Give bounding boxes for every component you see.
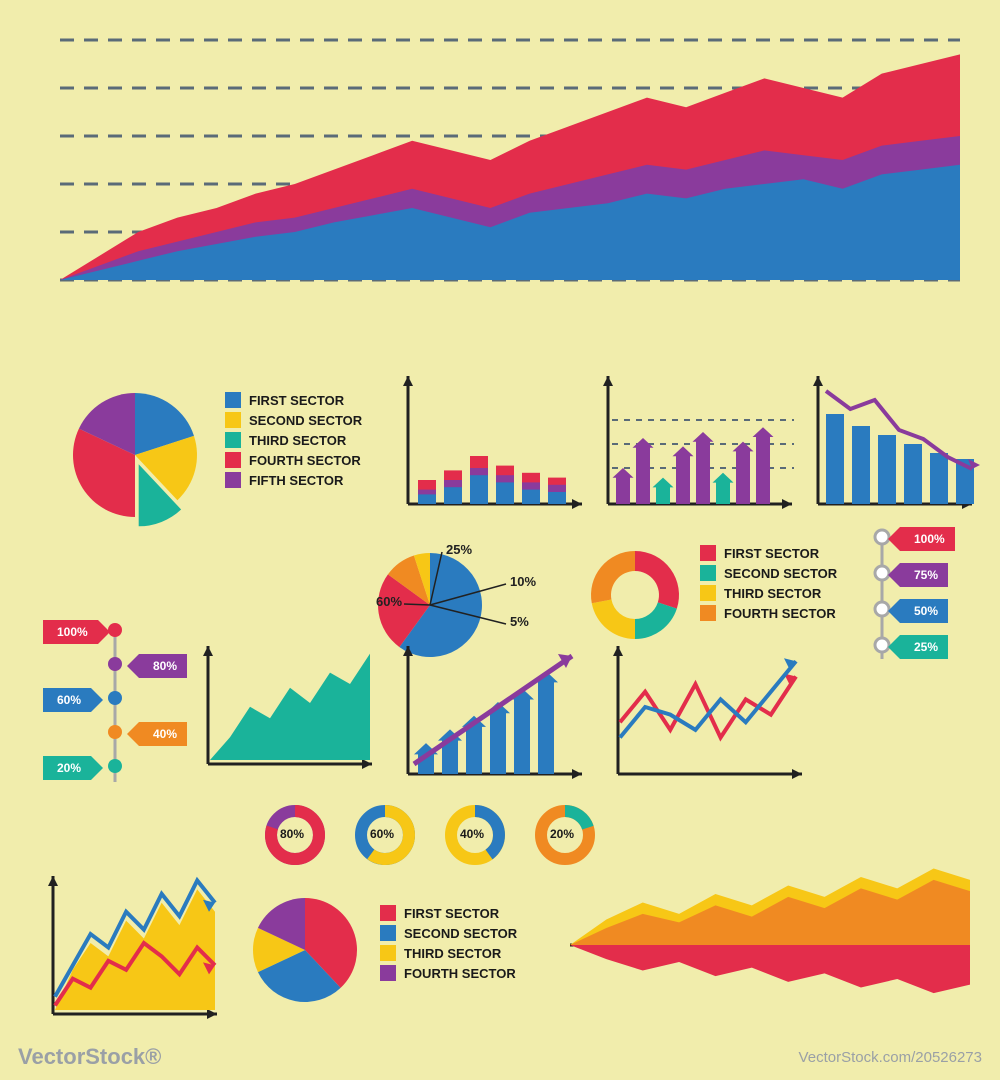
legend-item: THIRD SECTOR bbox=[380, 945, 517, 961]
donut-legend: FIRST SECTOR SECOND SECTOR THIRD SECTOR FOU… bbox=[700, 545, 837, 625]
legend-item: THIRD SECTOR bbox=[700, 585, 837, 601]
legend-label: FIRST SECTOR bbox=[724, 546, 819, 561]
watermark-id: VectorStock.com/20526273 bbox=[799, 1049, 982, 1066]
legend-swatch bbox=[225, 432, 241, 448]
legend-label: SECOND SECTOR bbox=[249, 413, 362, 428]
pie-main-legend: FIRST SECTOR SECOND SECTOR THIRD SECTOR FOU… bbox=[225, 392, 362, 492]
pie-slice-label: 25% bbox=[446, 542, 472, 557]
pct-tag-label: 75% bbox=[914, 568, 938, 582]
legend-swatch bbox=[380, 945, 396, 961]
timeline-left-tag-1: 80% bbox=[139, 654, 187, 678]
legend-swatch bbox=[225, 392, 241, 408]
area-green-chart bbox=[200, 640, 380, 770]
timeline-right-tag-0: 100% bbox=[900, 527, 955, 551]
watermark-row: VectorStock® VectorStock.com/20526273 bbox=[0, 1044, 1000, 1070]
timeline-right-tag-2: 50% bbox=[900, 599, 948, 623]
legend-swatch bbox=[700, 565, 716, 581]
legend-label: FIRST SECTOR bbox=[404, 906, 499, 921]
legend-label: FIFTH SECTOR bbox=[249, 473, 343, 488]
arrow-bars-blue bbox=[400, 640, 590, 780]
legend-label: FIRST SECTOR bbox=[249, 393, 344, 408]
pie-main bbox=[60, 380, 210, 530]
bar-line-chart bbox=[810, 370, 980, 510]
pct-tag-label: 100% bbox=[914, 532, 945, 546]
legend-item: SECOND SECTOR bbox=[700, 565, 837, 581]
pct-tag-label: 80% bbox=[153, 659, 177, 673]
legend-swatch bbox=[225, 452, 241, 468]
timeline-right-tag-1: 75% bbox=[900, 563, 948, 587]
legend-label: THIRD SECTOR bbox=[249, 433, 346, 448]
legend-item: FIRST SECTOR bbox=[380, 905, 517, 921]
multiline-chart bbox=[610, 640, 810, 780]
pie-slice-label: 60% bbox=[376, 594, 402, 609]
bottom-area-lines bbox=[45, 870, 225, 1020]
legend-item: THIRD SECTOR bbox=[225, 432, 362, 448]
legend-item: FIRST SECTOR bbox=[700, 545, 837, 561]
legend-swatch bbox=[380, 905, 396, 921]
timeline-left-tag-2: 60% bbox=[43, 688, 91, 712]
timeline-right-tag-3: 25% bbox=[900, 635, 948, 659]
legend-item: FOURTH SECTOR bbox=[225, 452, 362, 468]
legend-item: FIFTH SECTOR bbox=[225, 472, 362, 488]
legend-label: THIRD SECTOR bbox=[724, 586, 821, 601]
legend-swatch bbox=[700, 585, 716, 601]
pct-tag-label: 50% bbox=[914, 604, 938, 618]
legend-swatch bbox=[380, 965, 396, 981]
legend-label: FOURTH SECTOR bbox=[249, 453, 361, 468]
legend-swatch bbox=[700, 605, 716, 621]
pct-tag-label: 20% bbox=[57, 761, 81, 775]
mirror-area-chart bbox=[570, 860, 970, 1030]
timeline-left bbox=[100, 620, 130, 790]
pie-bottom bbox=[245, 890, 365, 1010]
timeline-left-tag-3: 40% bbox=[139, 722, 187, 746]
legend-item: SECOND SECTOR bbox=[380, 925, 517, 941]
donut-label-3: 20% bbox=[550, 827, 574, 841]
pct-tag-label: 40% bbox=[153, 727, 177, 741]
pct-tag-label: 25% bbox=[914, 640, 938, 654]
timeline-left-tag-4: 20% bbox=[43, 756, 91, 780]
pct-tag-label: 100% bbox=[57, 625, 88, 639]
legend-swatch bbox=[225, 472, 241, 488]
legend-label: SECOND SECTOR bbox=[404, 926, 517, 941]
arrow-bars-purple bbox=[600, 370, 800, 510]
stacked-bar-chart bbox=[400, 370, 590, 510]
legend-label: THIRD SECTOR bbox=[404, 946, 501, 961]
legend-label: SECOND SECTOR bbox=[724, 566, 837, 581]
main-area-chart bbox=[60, 30, 960, 310]
donut-label-1: 60% bbox=[370, 827, 394, 841]
pct-tag-label: 60% bbox=[57, 693, 81, 707]
legend-swatch bbox=[225, 412, 241, 428]
legend-item: FOURTH SECTOR bbox=[380, 965, 517, 981]
legend-label: FOURTH SECTOR bbox=[724, 606, 836, 621]
legend-swatch bbox=[380, 925, 396, 941]
legend-item: SECOND SECTOR bbox=[225, 412, 362, 428]
pie-bottom-legend: FIRST SECTOR SECOND SECTOR THIRD SECTOR FOU… bbox=[380, 905, 517, 985]
timeline-left-tag-0: 100% bbox=[43, 620, 98, 644]
legend-label: FOURTH SECTOR bbox=[404, 966, 516, 981]
donut-label-0: 80% bbox=[280, 827, 304, 841]
pie-slice-label: 5% bbox=[510, 614, 529, 629]
legend-swatch bbox=[700, 545, 716, 561]
watermark-brand: VectorStock® bbox=[18, 1044, 161, 1070]
pie-slice-label: 10% bbox=[510, 574, 536, 589]
donut-label-2: 40% bbox=[460, 827, 484, 841]
legend-item: FOURTH SECTOR bbox=[700, 605, 837, 621]
legend-item: FIRST SECTOR bbox=[225, 392, 362, 408]
